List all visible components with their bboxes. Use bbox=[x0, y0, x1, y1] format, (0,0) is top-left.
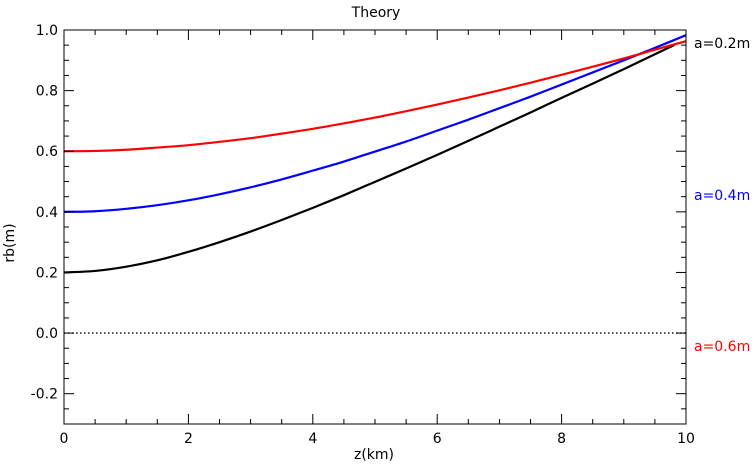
x-tick-label: 0 bbox=[60, 431, 69, 447]
x-tick-label: 4 bbox=[308, 431, 317, 447]
y-tick-label: 0.2 bbox=[36, 265, 58, 281]
y-tick-label: 0.4 bbox=[36, 205, 58, 221]
series-line-3 bbox=[64, 40, 686, 153]
x-tick-label: 6 bbox=[433, 431, 442, 447]
y-tick-label: 0.8 bbox=[36, 84, 58, 100]
legend-label-2: a=0.4m bbox=[694, 188, 750, 204]
y-tick-label: -0.2 bbox=[31, 387, 58, 403]
legend-label-3: a=0.6m bbox=[694, 339, 750, 355]
x-tick-label: 8 bbox=[557, 431, 566, 447]
legend-label-1: a=0.2m bbox=[694, 36, 750, 52]
y-axis-title: rb(m) bbox=[2, 223, 18, 262]
x-axis-ticks: 0 2 4 6 8 10 bbox=[60, 30, 695, 447]
series-layer bbox=[64, 33, 686, 274]
x-axis-title: z(km) bbox=[354, 447, 394, 463]
y-axis-ticks: -0.2 0.0 0.2 0.4 0.6 0.8 1.0 bbox=[31, 23, 686, 425]
plot-frame bbox=[63, 29, 687, 425]
legend: a=0.2m a=0.4m a=0.6m bbox=[694, 36, 750, 355]
series-line-2 bbox=[64, 33, 686, 213]
chart-title: Theory bbox=[351, 5, 401, 21]
x-tick-label: 2 bbox=[184, 431, 193, 447]
y-tick-label: 1.0 bbox=[36, 23, 58, 39]
y-tick-label: 0.6 bbox=[36, 144, 58, 160]
x-tick-label: 10 bbox=[677, 431, 695, 447]
y-tick-label: 0.0 bbox=[36, 326, 58, 342]
series-line-1 bbox=[64, 44, 675, 274]
